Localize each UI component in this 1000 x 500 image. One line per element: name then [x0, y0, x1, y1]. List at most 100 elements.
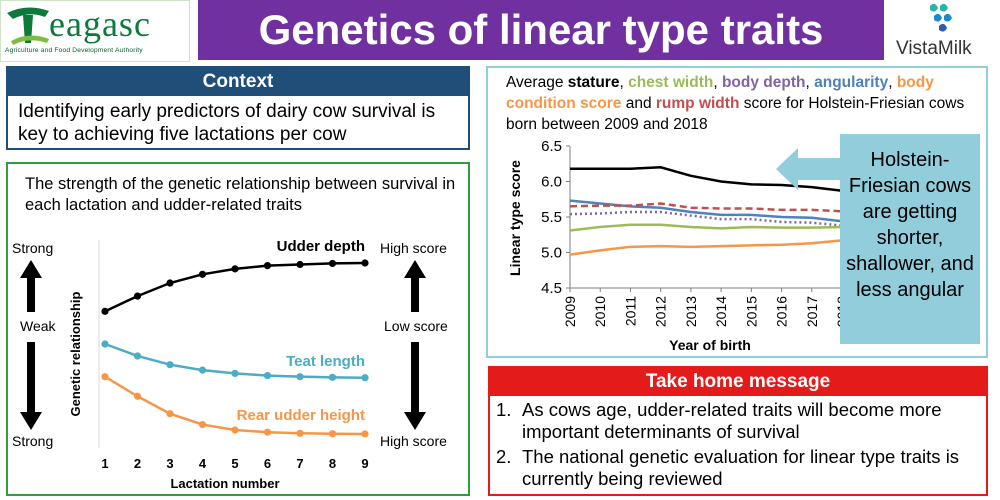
teagasc-subtitle: Agriculture and Food Development Authori… [5, 47, 143, 54]
strong-down-arrow-icon [20, 342, 42, 430]
high-score-down-arrow-icon [404, 342, 426, 430]
udder-chart-xlabel: Lactation number [170, 476, 279, 491]
body-chart-ylabel: Linear type score [507, 160, 523, 276]
udder-data-point [198, 270, 207, 278]
body-x-tick: 2015 [743, 296, 759, 327]
udder-x-tick: 3 [166, 456, 173, 471]
vistamilk-wordmark: VistaMilk [896, 38, 972, 59]
take-home-item-number: 2. [496, 446, 512, 467]
body-x-tick: 2011 [622, 296, 638, 326]
vistamilk-droplets-icon [930, 3, 952, 32]
left-label-middle: Weak [20, 318, 56, 334]
caption-segment: body depth [721, 74, 806, 91]
caption-segment: Average [506, 74, 568, 91]
udder-data-point [166, 410, 174, 418]
body-x-tick: 2017 [804, 296, 820, 327]
udder-x-tick: 1 [101, 456, 108, 471]
body-x-tick: 2013 [683, 296, 699, 327]
body-y-tick: 6.5 [541, 138, 562, 155]
udder-data-point [328, 373, 337, 381]
take-home-heading: Take home message [490, 368, 986, 396]
udder-data-point [361, 430, 369, 438]
udder-data-point [101, 340, 109, 348]
udder-data-point [133, 352, 142, 360]
caption-segment: rump width [655, 95, 740, 112]
udder-data-point [361, 259, 369, 267]
udder-x-tick: 2 [134, 456, 141, 471]
title-banner: Genetics of linear type traits [198, 0, 884, 60]
udder-data-point [263, 371, 272, 380]
caption-segment: , [805, 74, 815, 91]
left-label-bottom: Strong [12, 433, 54, 449]
left-label-top: Strong [12, 240, 54, 256]
teagasc-logo: eagasc Agriculture and Food Development … [0, 0, 190, 62]
body-series-line [569, 202, 843, 213]
body-chart-xlabel: Year of birth [669, 337, 751, 353]
udder-relationship-chart: Genetic relationship Lactation number 1 2… [68, 238, 369, 491]
udder-series-label: Udder depth [277, 238, 365, 255]
udder-data-point [101, 373, 109, 381]
udder-series-label: Teat length [286, 353, 365, 370]
body-x-tick: 2010 [592, 296, 608, 327]
caption-segment: chest width [628, 74, 714, 91]
context-panel: Context Identifying early predictors of … [6, 66, 470, 150]
caption-segment: , [713, 74, 722, 91]
udder-x-tick: 8 [329, 456, 336, 471]
udder-data-point [166, 361, 174, 369]
body-y-tick: 5.5 [541, 209, 562, 226]
take-home-panel: Take home message 1. As cows age, udder-… [488, 366, 988, 496]
note-callout: Holstein-Friesian cows are getting short… [840, 134, 980, 344]
caption-segment: , [888, 74, 897, 91]
right-label-top: High score [380, 240, 447, 256]
udder-data-point [361, 374, 369, 382]
body-traits-caption: Average stature, chest width, body depth… [506, 72, 984, 135]
body-y-tick: 6.0 [541, 174, 562, 191]
right-label-middle: Low score [384, 318, 448, 334]
udder-x-tick: 5 [231, 456, 238, 471]
caption-segment: and [621, 95, 656, 112]
caption-segment: , [619, 74, 629, 91]
udder-data-point [133, 392, 142, 400]
udder-data-point [101, 307, 109, 315]
body-y-tick: 5.0 [541, 245, 562, 262]
udder-data-point [263, 262, 272, 270]
right-label-bottom: High score [380, 433, 447, 449]
body-traits-chart: Linear type score Year of birth 4.5 5.0 5.… [507, 138, 850, 353]
teagasc-t-icon [7, 7, 49, 45]
udder-data-point [296, 373, 304, 381]
udder-data-point [198, 366, 207, 374]
udder-data-point [263, 428, 272, 436]
body-y-tick: 4.5 [541, 280, 562, 297]
vistamilk-logo: VistaMilk [890, 0, 1000, 62]
context-text: Identifying early predictors of dairy co… [18, 101, 436, 145]
callout-arrow-icon [776, 148, 842, 190]
caption-segment: stature [567, 74, 620, 91]
udder-data-point [296, 260, 304, 269]
udder-data-point [231, 369, 239, 377]
udder-x-tick: 6 [264, 456, 271, 471]
udder-x-tick: 4 [199, 456, 207, 471]
context-heading: Context [8, 68, 468, 96]
udder-series-line [104, 375, 366, 436]
udder-data-point [328, 430, 337, 438]
udder-caption: The strength of the genetic relationship… [25, 175, 456, 214]
body-x-tick: 2016 [774, 296, 790, 327]
caption-segment: angularity [814, 74, 889, 91]
body-series-line [569, 210, 843, 227]
udder-data-point [328, 259, 337, 268]
body-series-line [569, 239, 843, 256]
note-text: Holstein-Friesian cows are getting short… [846, 149, 974, 301]
udder-data-point [231, 426, 239, 434]
body-series-line [569, 223, 843, 232]
body-x-tick: 2009 [562, 296, 578, 327]
udder-data-point [231, 265, 239, 273]
udder-data-point [133, 292, 142, 300]
take-home-item-text: As cows age, udder-related traits will b… [522, 399, 942, 442]
caption-segment: body condition score [506, 74, 934, 112]
udder-traits-panel: The strength of the genetic relationship… [6, 162, 470, 496]
udder-x-tick: 9 [361, 456, 368, 471]
udder-x-tick: 7 [296, 456, 303, 471]
udder-series-label: Rear udder height [237, 407, 365, 424]
teagasc-wordmark: eagasc [49, 4, 151, 44]
take-home-item-text: The national genetic evaluation for line… [522, 446, 960, 489]
